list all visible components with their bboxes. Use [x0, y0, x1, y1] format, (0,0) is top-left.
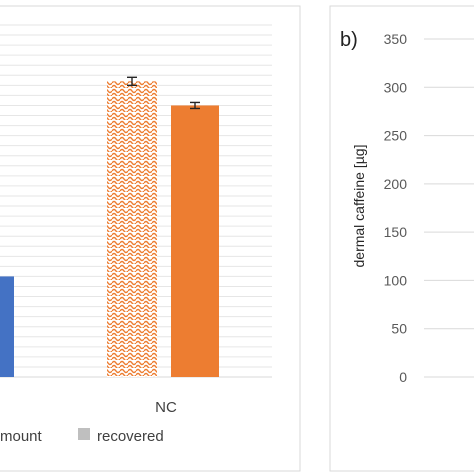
bar-nc-amount — [107, 81, 157, 377]
bar-nc-recovered — [171, 105, 219, 377]
y-tick-label: 150 — [384, 224, 408, 240]
y-tick-label: 250 — [384, 128, 408, 144]
y-tick-label: 200 — [384, 176, 408, 192]
error-bar — [127, 76, 137, 87]
y-tick-label: 0 — [399, 369, 407, 385]
y-tick-label: 50 — [391, 321, 407, 337]
x-tick-label-nc: NC — [155, 399, 177, 416]
legend-label-recovered: recovered — [97, 428, 164, 445]
panel-a-bars — [0, 76, 219, 377]
y-axis-label: dermal caffeine [µg] — [351, 145, 367, 268]
panel-b: b) 350 300 250 200 150 100 50 0 dermal caffeine… — [329, 5, 474, 472]
bar-first-recovered — [0, 276, 14, 377]
legend: mount recovered — [0, 428, 164, 445]
panel-label-b: b) — [340, 29, 358, 51]
y-tick-label: 100 — [384, 272, 408, 288]
panel-b-gridlines — [424, 38, 474, 378]
panel-b-y-ticks: 350 300 250 200 150 100 50 0 — [384, 31, 408, 385]
y-tick-label: 300 — [384, 79, 408, 95]
legend-swatch-recovered — [78, 428, 90, 440]
error-bar — [190, 101, 200, 110]
y-tick-label: 350 — [384, 31, 408, 47]
legend-label-amount: mount — [0, 428, 43, 445]
panel-a: NC mount recovered — [0, 5, 301, 472]
panel-b-frame — [329, 5, 474, 472]
